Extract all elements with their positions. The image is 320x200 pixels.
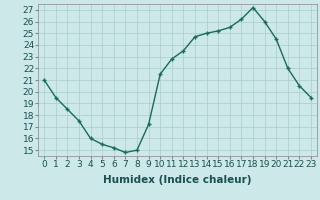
X-axis label: Humidex (Indice chaleur): Humidex (Indice chaleur) bbox=[103, 175, 252, 185]
